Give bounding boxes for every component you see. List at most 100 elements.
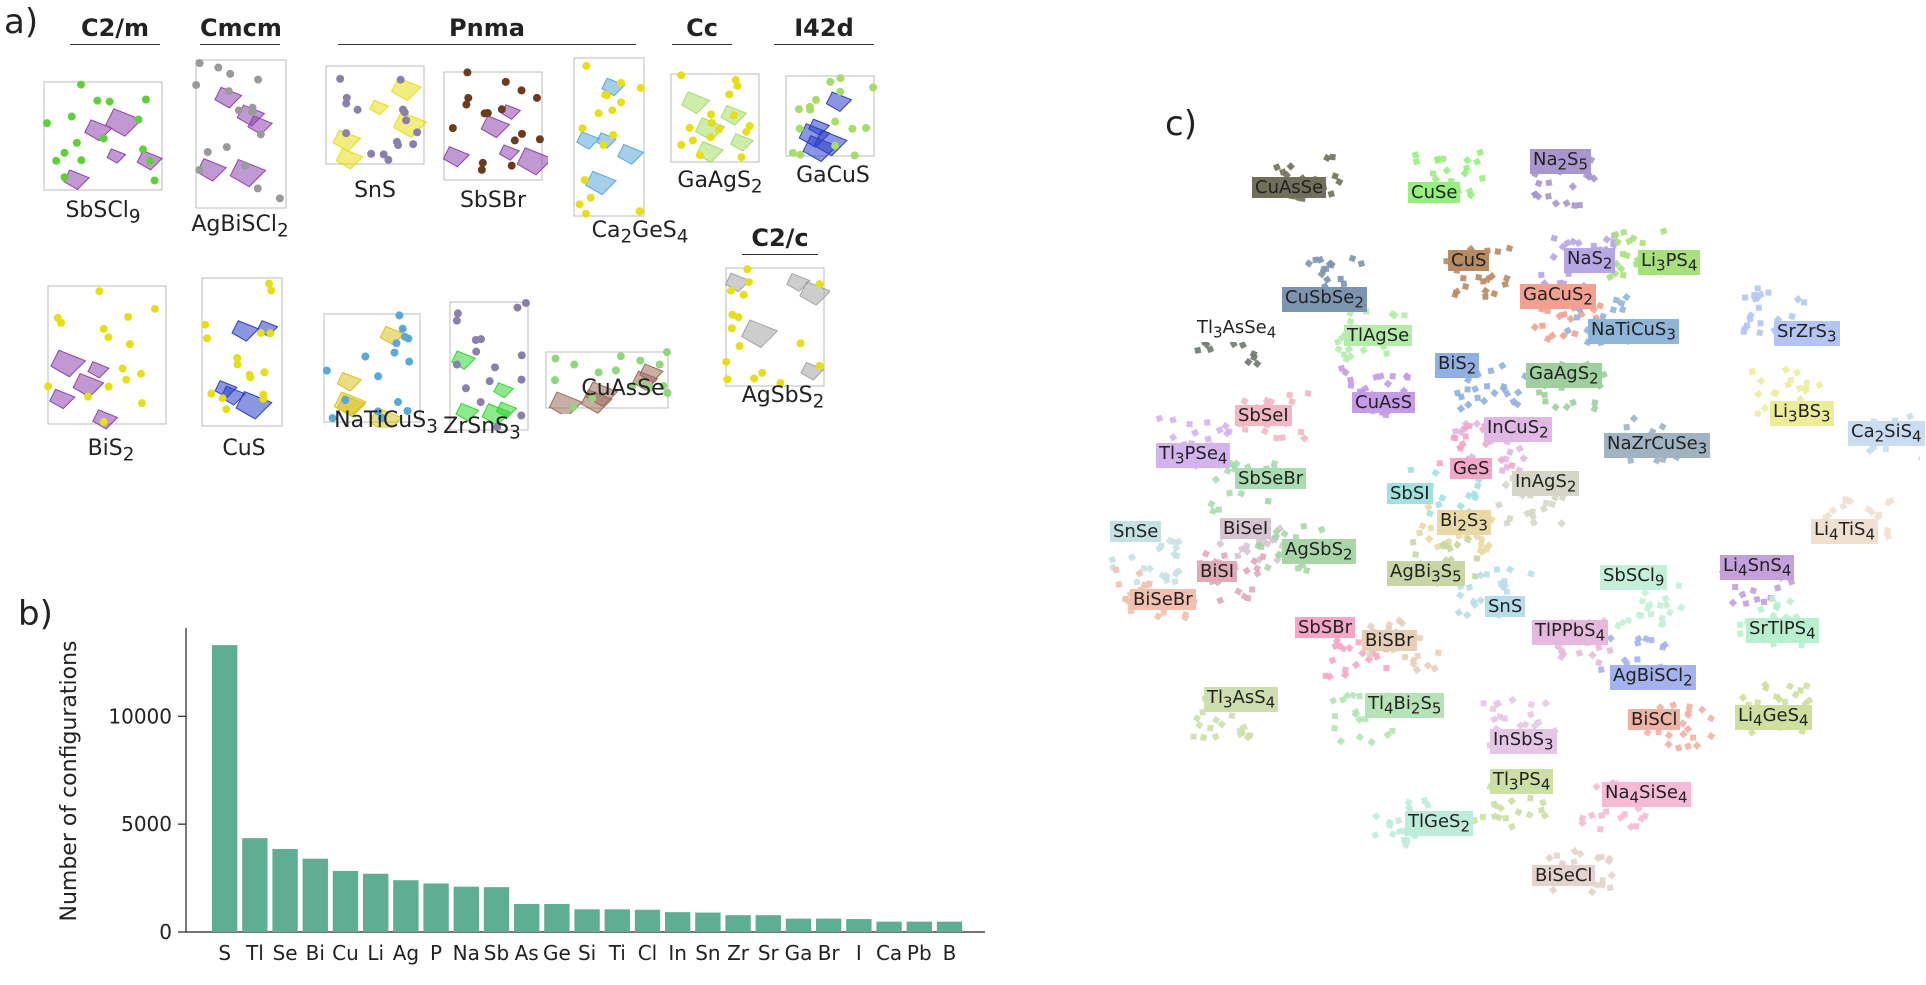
structure-agbiscl2 [190,54,292,214]
bar-cl [634,909,661,932]
structure-cuasse [540,346,674,414]
bar-ga [785,918,812,932]
x-tick-label: Br [818,941,841,965]
structure-label: BiS2 [87,436,135,466]
panel-a-letter: a) [4,2,39,42]
cluster-label-cus: CuS [1448,250,1490,271]
cluster-label-tl3pse4: Tl3PSe4 [1156,443,1231,468]
cluster-label-sbsei: SbSeI [1235,405,1292,426]
cluster-label-ges: GeS [1450,458,1493,479]
cluster-label-sbsi: SbSI [1387,483,1433,504]
crystal-structure-drawing [449,298,530,431]
bar-p [423,883,449,932]
bar-ge [544,903,570,932]
cluster-label-li4ges4: Li4GeS4 [1735,705,1812,730]
structure-label: CuAsSe [581,376,665,401]
cluster-label-gacus2: GaCuS2 [1520,284,1596,309]
bar-chart-svg: 0 5000 10000 Number of configurations S Tl Se B… [57,628,985,965]
x-tick-label: Ca [876,941,902,965]
cluster-label-li4tis4: Li4TiS4 [1811,519,1878,544]
space-group-underline [200,44,280,45]
x-tick-label: Tl [245,941,264,965]
space-group-c2-m: C2/m [80,14,150,42]
structure-label: Ca2GeS4 [591,218,689,248]
x-tick-label: Li [367,941,384,965]
bar-i [846,919,872,932]
cluster-label-naticus3: NaTiCuS3 [1588,319,1679,344]
x-tick-label: Ag [393,941,419,965]
panel-c-letter: c) [1165,104,1197,144]
x-tick-label: I [856,941,862,965]
cluster-label-bisecl: BiSeCl [1532,865,1596,886]
x-tick-label: Sn [695,941,720,965]
cluster-label-biscl: BiSCl [1628,709,1681,730]
bar-bi [302,858,328,932]
x-tick-label: B [943,941,957,965]
space-group-underline [774,44,874,45]
x-tick-label: Ge [543,941,571,965]
cluster-label-nazrcuse3: NaZrCuSe3 [1604,433,1711,458]
space-group-underline [70,44,160,45]
cluster-label-tl3asse4: Tl3AsSe4 [1194,317,1280,342]
cluster-label-cuasse: CuAsSe [1252,177,1327,198]
structure-zrsns3 [444,296,534,436]
cluster-label-bi2s3: Bi2S3 [1437,510,1491,535]
space-group-i42d: I42d [794,14,854,42]
space-group-cmcm: Cmcm [200,14,282,42]
x-tick-label: Ti [608,941,626,965]
cluster-label-bisbr: BiSBr [1362,630,1417,651]
structure-sbsbr [438,66,548,186]
crystal-structure-drawing [42,80,163,191]
space-group-underline [338,44,636,45]
bar-cu [332,870,359,932]
bar-sr [755,915,781,932]
cluster-label-insbs3: InSbS3 [1490,729,1557,754]
structure-sns [320,60,430,170]
structure-cus [196,272,288,432]
cluster-label-agbiscl2: AgBiSCl2 [1610,665,1696,690]
y-tick-label: 0 [159,920,172,944]
y-tick-label: 10000 [108,704,172,728]
space-group-cc: Cc [686,14,718,42]
structure-label: SbSBr [459,188,527,213]
cluster-label-bisebr: BiSeBr [1130,589,1196,610]
x-tick-label: Si [578,941,596,965]
cluster-label-tlagse: TlAgSe [1344,325,1413,346]
y-axis-label: Number of configurations [57,641,82,922]
cluster-label-agbi3s5: AgBi3S5 [1387,561,1465,586]
x-tick-label: Cu [332,941,359,965]
cluster-label-na2s5: Na2S5 [1530,149,1592,174]
cluster-label-cusbse2: CuSbSe2 [1282,287,1367,312]
bar-ca [876,921,902,932]
crystal-structure-drawing [442,68,548,181]
cluster-label-sns: SnS [1485,596,1526,617]
cluster-label-inags2: InAgS2 [1512,471,1580,496]
panel-b-letter: b) [18,594,53,634]
structure-gaags2 [665,68,765,168]
cluster-bis2 [1453,355,1530,413]
x-tick-label: P [430,941,442,965]
structure-label: GaAgS2 [677,168,763,198]
cluster-label-cuass: CuAsS [1352,392,1416,413]
cluster-label-na4sise4: Na4SiSe4 [1602,782,1691,807]
cluster-label-incus2: InCuS2 [1484,417,1552,442]
x-tick-label: Cl [638,941,658,965]
structure-label: SbSCl9 [65,198,141,228]
cluster-label-bisei: BiSeI [1220,518,1272,539]
bar-ti [604,909,630,932]
crystal-structure-drawing [545,348,672,414]
x-tick-label: As [515,941,539,965]
cluster-label-tl4bi2s5: Tl4Bi2S5 [1365,693,1445,718]
space-group-pnma: Pnma [449,14,525,42]
crystal-structure-drawing [44,285,167,430]
structure-label: GaCuS [796,163,870,188]
cluster-label-bis2: BiS2 [1435,353,1480,378]
bar-sb [483,887,510,932]
structure-ca2ges4 [568,52,650,222]
structure-naticus3 [318,308,426,428]
structure-gacus [780,70,880,162]
cluster-label-sbsbr: SbSBr [1295,617,1356,638]
crystal-structure-drawing [325,65,428,170]
bar-tl [242,838,268,932]
cluster-label-sbsebr: SbSeBr [1235,468,1307,489]
